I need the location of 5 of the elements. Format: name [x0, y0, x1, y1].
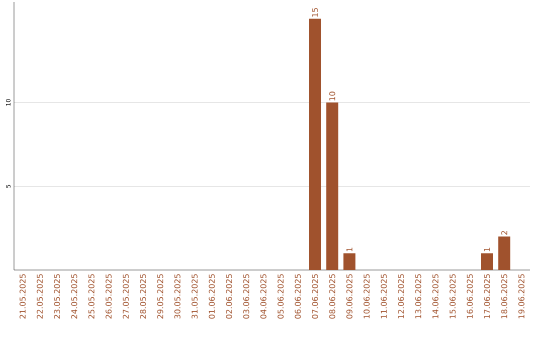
bar	[498, 236, 510, 270]
bar	[309, 18, 322, 270]
bar	[343, 253, 356, 270]
bar	[481, 253, 494, 270]
bar	[326, 102, 338, 270]
